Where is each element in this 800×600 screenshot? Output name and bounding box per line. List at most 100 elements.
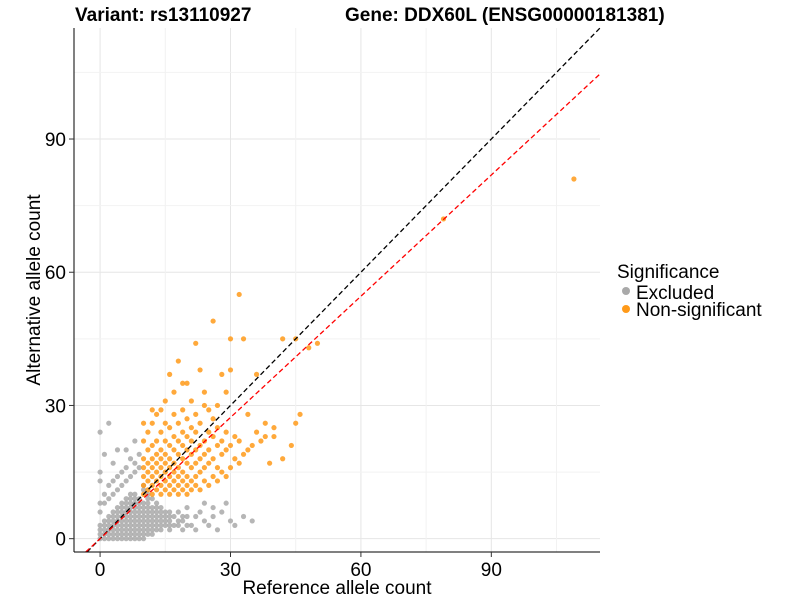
point-non-significant <box>227 367 234 373</box>
y-axis-ticks: 0 30 60 90 <box>45 130 74 551</box>
point-excluded <box>132 438 138 444</box>
point-non-significant <box>571 176 577 182</box>
y-tick-label: 30 <box>45 396 66 417</box>
point-non-significant <box>145 429 151 435</box>
point-non-significant <box>236 291 242 298</box>
point-excluded <box>136 527 142 533</box>
point-excluded <box>123 447 129 453</box>
point-excluded <box>127 473 134 480</box>
point-non-significant <box>171 433 177 440</box>
point-non-significant <box>236 438 242 444</box>
point-excluded <box>145 531 151 537</box>
y-tick-label: 0 <box>55 530 66 551</box>
point-non-significant <box>171 447 177 453</box>
point-non-significant <box>214 425 221 431</box>
point-excluded <box>127 456 134 462</box>
point-non-significant <box>175 491 181 497</box>
point-excluded <box>132 527 138 533</box>
point-excluded <box>132 496 138 502</box>
point-excluded <box>132 469 138 475</box>
point-non-significant <box>180 469 186 475</box>
point-excluded <box>97 429 103 435</box>
point-excluded <box>127 522 134 528</box>
point-non-significant <box>232 456 238 462</box>
point-excluded <box>210 504 216 511</box>
point-non-significant <box>197 469 203 475</box>
legend-swatch-excluded <box>622 287 630 295</box>
point-excluded <box>145 518 151 524</box>
point-non-significant <box>175 438 181 444</box>
point-excluded <box>149 527 155 533</box>
point-excluded <box>158 513 164 520</box>
point-excluded <box>101 527 108 533</box>
point-excluded <box>110 536 116 542</box>
point-excluded <box>123 500 129 506</box>
point-excluded <box>180 527 186 533</box>
point-non-significant <box>167 371 173 377</box>
point-excluded <box>153 509 160 515</box>
point-excluded <box>140 522 147 528</box>
point-non-significant <box>149 473 155 480</box>
point-excluded <box>132 522 138 528</box>
point-excluded <box>127 531 134 537</box>
point-non-significant <box>153 460 160 466</box>
point-non-significant <box>184 491 190 497</box>
legend-label-excluded: Excluded <box>636 283 714 304</box>
point-excluded <box>114 531 121 537</box>
point-non-significant <box>206 482 212 488</box>
point-excluded <box>140 518 147 524</box>
point-non-significant <box>140 438 147 444</box>
point-excluded <box>114 513 121 520</box>
point-non-significant <box>240 336 247 342</box>
point-non-significant <box>227 336 234 342</box>
point-excluded <box>171 513 177 520</box>
point-excluded <box>123 536 129 542</box>
point-non-significant <box>180 429 186 435</box>
point-excluded <box>158 522 164 528</box>
point-non-significant <box>293 420 299 426</box>
point-excluded <box>153 527 160 533</box>
point-non-significant <box>201 478 208 484</box>
point-non-significant <box>271 425 277 431</box>
point-non-significant <box>171 389 177 395</box>
point-non-significant <box>175 451 181 457</box>
point-non-significant <box>162 487 168 493</box>
point-non-significant <box>201 389 208 395</box>
point-excluded <box>214 527 221 533</box>
point-excluded <box>101 536 108 542</box>
point-excluded <box>162 518 168 524</box>
point-excluded <box>123 513 129 520</box>
point-excluded <box>140 500 147 506</box>
point-non-significant <box>149 420 155 426</box>
point-non-significant <box>162 398 168 404</box>
point-excluded <box>97 522 103 528</box>
point-excluded <box>149 504 155 511</box>
point-excluded <box>136 465 142 471</box>
point-excluded <box>106 482 112 488</box>
point-non-significant <box>175 358 181 364</box>
point-excluded <box>153 518 160 524</box>
point-excluded <box>132 531 138 537</box>
point-non-significant <box>167 425 173 431</box>
point-excluded <box>136 531 142 537</box>
point-excluded <box>158 509 164 515</box>
point-excluded <box>149 496 155 502</box>
point-non-significant <box>153 411 160 417</box>
point-excluded <box>158 518 164 524</box>
point-non-significant <box>184 473 190 480</box>
point-excluded <box>123 527 129 533</box>
point-non-significant <box>288 442 294 449</box>
point-excluded <box>167 527 173 533</box>
point-non-significant <box>201 451 208 457</box>
point-excluded <box>188 522 194 528</box>
point-excluded <box>127 500 134 506</box>
point-non-significant <box>223 447 229 453</box>
point-non-significant <box>206 460 212 466</box>
point-non-significant <box>193 411 199 417</box>
point-excluded <box>114 504 121 511</box>
point-excluded <box>219 509 225 515</box>
point-excluded <box>132 491 138 497</box>
point-non-significant <box>262 433 268 440</box>
point-excluded <box>106 518 112 524</box>
point-non-significant <box>140 456 147 462</box>
